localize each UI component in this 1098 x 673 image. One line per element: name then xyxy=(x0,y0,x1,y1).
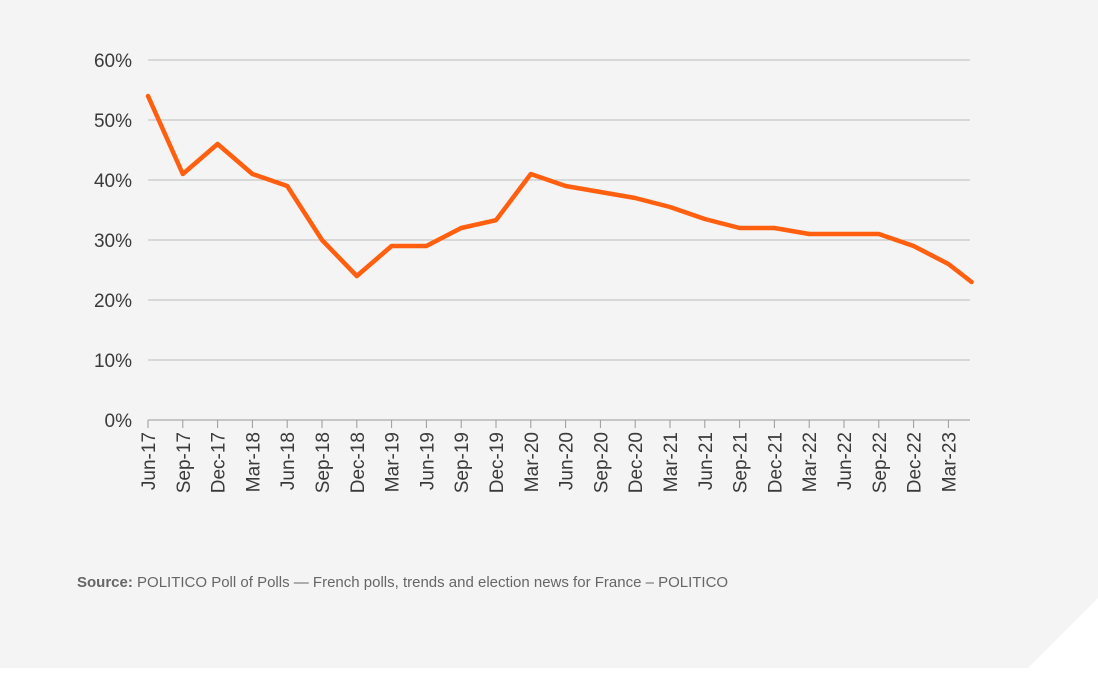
x-tick-label: Sep-22 xyxy=(870,432,891,493)
x-tick-label: Mar-23 xyxy=(939,432,960,492)
x-tick-label: Jun-17 xyxy=(139,432,160,490)
x-tick-label: Jun-20 xyxy=(557,432,578,490)
y-tick-label: 0% xyxy=(105,411,133,432)
line-chart: 0% 10% 20% 30% 40% 50% 60% Jun-17 Sep-17 Dec-17 M… xyxy=(94,51,974,493)
series-line-path xyxy=(145,93,974,285)
x-tick-label: Mar-22 xyxy=(800,432,821,492)
x-tick-label: Sep-18 xyxy=(313,432,334,493)
y-tick-label: 50% xyxy=(94,111,132,132)
x-tick-label: Dec-18 xyxy=(348,432,369,493)
x-tick-label: Jun-22 xyxy=(835,432,856,490)
x-tick-label: Mar-19 xyxy=(383,432,404,492)
y-tick-label: 30% xyxy=(94,231,132,252)
y-axis-ticks: 0% 10% 20% 30% 40% 50% 60% xyxy=(94,51,132,432)
x-tick-label: Sep-19 xyxy=(452,432,473,493)
x-tick-label: Dec-19 xyxy=(487,432,508,493)
x-tick-label: Jun-21 xyxy=(696,432,717,490)
x-axis: Jun-17 Sep-17 Dec-17 Mar-18 Jun-18 Sep-18 Dec-… xyxy=(139,420,960,493)
x-tick-label: Jun-19 xyxy=(417,432,438,490)
x-tick-label: Dec-22 xyxy=(905,432,926,493)
x-tick-label: Sep-17 xyxy=(174,432,195,493)
y-tick-label: 20% xyxy=(94,291,132,312)
source-note: Source: POLITICO Poll of Polls — French … xyxy=(77,574,728,591)
x-tick-label: Dec-17 xyxy=(209,432,230,493)
x-tick-label: Dec-20 xyxy=(626,432,647,493)
gridlines xyxy=(148,59,970,421)
x-tick-label: Jun-18 xyxy=(278,432,299,490)
source-label: Source: xyxy=(77,574,133,591)
y-tick-label: 60% xyxy=(94,51,132,72)
y-tick-label: 10% xyxy=(94,351,132,372)
source-text: POLITICO Poll of Polls — French polls, t… xyxy=(137,574,729,591)
x-tick-label: Mar-21 xyxy=(661,432,682,492)
x-tick-label: Sep-20 xyxy=(591,432,612,493)
x-tick-label: Mar-18 xyxy=(243,432,264,492)
x-tick-label: Sep-21 xyxy=(731,432,752,493)
series-line xyxy=(145,93,974,285)
x-tick-label: Mar-20 xyxy=(522,432,543,492)
x-tick-label: Dec-21 xyxy=(765,432,786,493)
y-tick-label: 40% xyxy=(94,171,132,192)
